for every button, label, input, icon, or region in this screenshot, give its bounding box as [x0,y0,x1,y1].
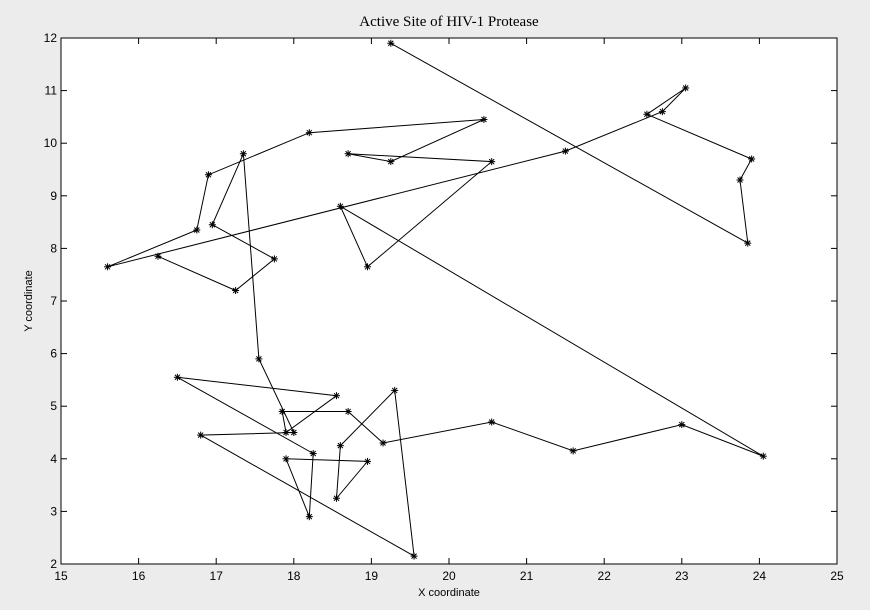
x-tick-label: 20 [442,569,456,583]
data-point-marker [332,494,340,502]
data-point-marker [232,286,240,294]
y-tick-label: 9 [50,189,57,203]
y-tick-label: 12 [44,31,58,45]
data-point-marker [208,221,216,229]
data-point-marker [332,392,340,400]
chart-title: Active Site of HIV-1 Protease [359,14,539,30]
x-tick-label: 25 [830,569,844,583]
data-point-marker [488,158,496,166]
series-line [107,42,764,558]
data-point-marker [239,150,247,158]
y-axis-label: Y coordinate [23,270,35,332]
x-axis: 15 16 17 18 19 20 21 22 23 24 25 [54,38,844,583]
x-tick-label: 24 [753,569,767,583]
data-point-marker [736,176,744,184]
series-layer [104,39,767,560]
data-point-marker [154,252,162,260]
data-point-marker [391,386,399,394]
data-point-marker [744,239,752,247]
y-tick-label: 11 [45,84,58,98]
data-point-marker [344,150,352,158]
data-point-marker [336,442,344,450]
data-point-marker [678,421,686,429]
data-point-marker [658,108,666,116]
data-point-marker [270,255,278,263]
x-tick-label: 18 [287,569,301,583]
x-tick-label: 16 [132,569,146,583]
x-tick-label: 15 [54,569,68,583]
x-tick-label: 22 [598,569,612,583]
data-point-marker [282,429,290,436]
data-point-marker [561,147,569,155]
data-point-marker [344,407,352,415]
y-axis: 2 3 4 5 6 7 8 9 10 11 12 [44,31,837,571]
data-point-marker [748,155,756,163]
data-point-marker [282,455,290,463]
data-point-marker [387,39,395,47]
data-point-marker [173,373,181,381]
data-point-marker [364,457,372,465]
y-tick-label: 6 [50,347,57,361]
data-point-marker [290,429,298,436]
x-tick-label: 21 [520,569,534,583]
data-point-marker [204,171,212,179]
data-point-marker [643,110,651,118]
data-point-marker [278,407,286,415]
x-axis-label: X coordinate [418,587,480,599]
x-tick-label: 17 [210,569,224,583]
data-point-marker [387,158,395,166]
data-point-marker [759,452,767,460]
x-tick-label: 19 [365,569,379,583]
data-point-marker [197,431,205,439]
data-point-marker [379,439,387,447]
data-point-marker [309,450,317,458]
x-tick-label: 23 [675,569,689,583]
y-tick-label: 4 [50,452,57,466]
plot-area [60,37,838,565]
data-point-marker [488,418,496,426]
data-point-marker [364,263,372,271]
y-tick-label: 8 [50,241,57,255]
data-point-marker [569,447,577,455]
y-tick-label: 3 [50,504,57,518]
data-point-marker [410,552,418,560]
data-point-marker [480,116,488,124]
y-tick-label: 10 [44,136,58,150]
y-tick-label: 2 [50,557,57,571]
y-tick-label: 5 [50,399,57,413]
data-point-marker [336,202,344,210]
data-point-marker [104,263,112,271]
data-point-marker [682,84,690,92]
data-point-marker [305,513,313,521]
y-tick-label: 7 [50,294,57,308]
data-point-marker [193,226,201,234]
data-point-marker [305,129,313,137]
data-point-marker [255,355,263,363]
